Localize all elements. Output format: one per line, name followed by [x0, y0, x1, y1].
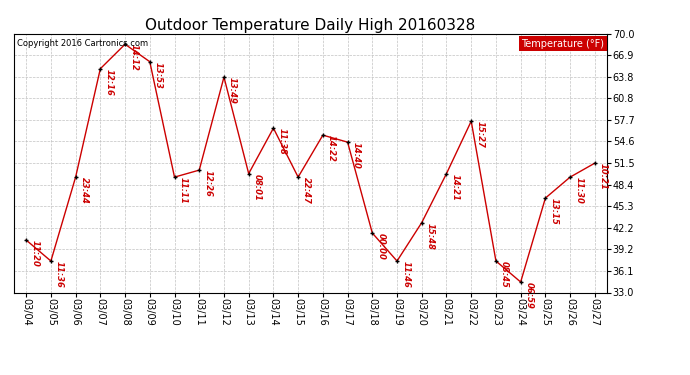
- Text: 22:47: 22:47: [302, 177, 311, 204]
- Point: [391, 258, 402, 264]
- Text: 13:49: 13:49: [228, 77, 237, 104]
- Text: 14:40: 14:40: [352, 142, 361, 169]
- Text: 11:38: 11:38: [277, 128, 286, 155]
- Point: [367, 230, 378, 236]
- Text: 12:26: 12:26: [204, 170, 213, 197]
- Point: [70, 174, 81, 180]
- Text: 12:16: 12:16: [104, 69, 113, 96]
- Point: [589, 160, 600, 166]
- Point: [219, 74, 230, 80]
- Point: [416, 220, 427, 226]
- Point: [144, 59, 155, 65]
- Point: [466, 118, 477, 124]
- Point: [540, 195, 551, 201]
- Text: 11:36: 11:36: [55, 261, 64, 288]
- Text: 14:22: 14:22: [327, 135, 336, 162]
- Text: 15:27: 15:27: [475, 121, 484, 148]
- Text: 13:15: 13:15: [549, 198, 558, 225]
- Point: [119, 41, 130, 47]
- Text: 08:01: 08:01: [253, 174, 262, 201]
- Text: 14:21: 14:21: [451, 174, 460, 201]
- Point: [491, 258, 502, 264]
- Text: Copyright 2016 Cartronics.com: Copyright 2016 Cartronics.com: [17, 39, 148, 48]
- Point: [46, 258, 57, 264]
- Text: Temperature (°F): Temperature (°F): [521, 39, 604, 49]
- Point: [342, 139, 353, 145]
- Text: 14:12: 14:12: [129, 44, 138, 71]
- Point: [21, 237, 32, 243]
- Point: [515, 279, 526, 285]
- Text: 06:59: 06:59: [525, 282, 534, 309]
- Title: Outdoor Temperature Daily High 20160328: Outdoor Temperature Daily High 20160328: [146, 18, 475, 33]
- Point: [268, 125, 279, 131]
- Text: 11:20: 11:20: [30, 240, 39, 267]
- Point: [243, 171, 254, 177]
- Point: [564, 174, 575, 180]
- Point: [169, 174, 180, 180]
- Text: 08:45: 08:45: [500, 261, 509, 288]
- Point: [194, 167, 205, 173]
- Point: [95, 66, 106, 72]
- Point: [317, 132, 328, 138]
- Point: [441, 171, 452, 177]
- Text: 11:11: 11:11: [179, 177, 188, 204]
- Text: 11:46: 11:46: [401, 261, 410, 288]
- Text: 23:44: 23:44: [80, 177, 89, 204]
- Text: 00:00: 00:00: [377, 233, 386, 260]
- Text: 13:53: 13:53: [154, 62, 163, 88]
- Text: 15:48: 15:48: [426, 223, 435, 249]
- Text: 11:30: 11:30: [574, 177, 583, 204]
- Text: 10:21: 10:21: [599, 163, 608, 190]
- Point: [293, 174, 304, 180]
